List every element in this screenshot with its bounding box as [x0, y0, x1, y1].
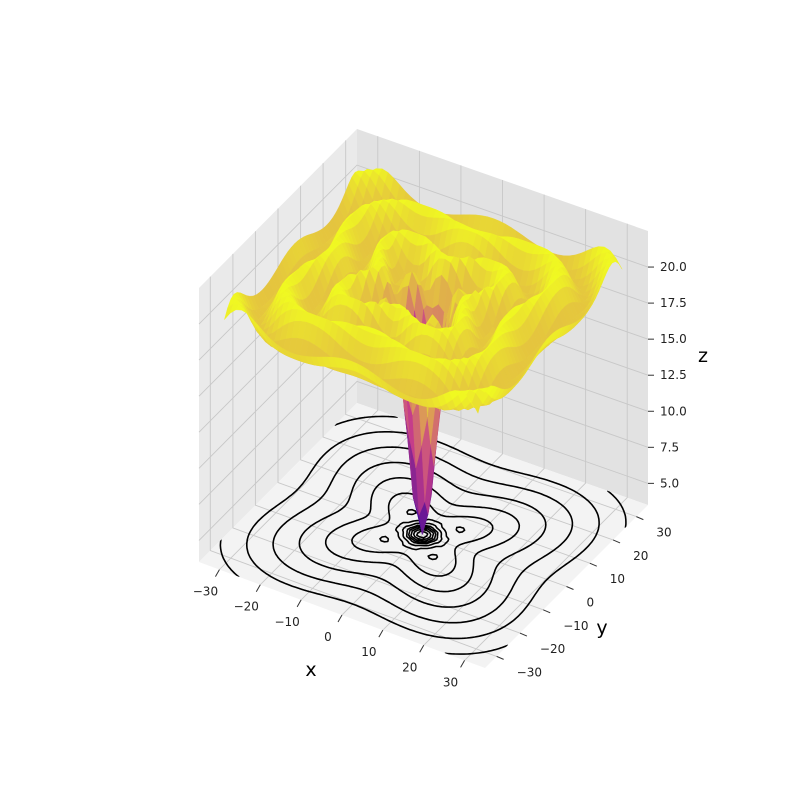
y-tick-mark-0: [496, 655, 504, 660]
y-tick-label-5: 20: [633, 549, 648, 563]
axis-ticks: −30 −20 −10 0 10 20 30 −30 −20 −10 0 10 20 30 5.0 7.5 10…: [193, 260, 687, 689]
contour-level-4: [405, 524, 439, 545]
z-axis-label: z: [698, 345, 708, 367]
z-tick-label-3: 12.5: [660, 368, 687, 382]
floor-contours: [219, 415, 627, 655]
y-tick-label-4: 10: [610, 572, 625, 586]
contour-level-6: [395, 518, 450, 551]
x-tick-label-0: −30: [193, 585, 218, 599]
y-tick-mark-3: [566, 586, 574, 590]
y-grid-line-0: [209, 276, 497, 657]
y-tick-label-3: 0: [587, 596, 595, 610]
z-grid-line-6: [198, 164, 649, 325]
x-tick-label-2: −10: [274, 615, 299, 629]
contour-level-5: [401, 522, 443, 547]
contour-level-1: [412, 528, 432, 541]
y-tick-label-0: −30: [517, 665, 542, 679]
y-tick-label-2: −10: [563, 619, 588, 633]
y-tick-mark-1: [519, 632, 528, 637]
x-tick-mark-0: [214, 569, 220, 577]
y-tick-mark-5: [612, 539, 621, 544]
x-tick-mark-6: [460, 660, 466, 668]
x-tick-label-3: 0: [324, 630, 332, 644]
y-tick-label-6: 30: [656, 526, 671, 540]
x-grid-line-6: [464, 223, 628, 661]
z-tick-label-1: 7.5: [660, 440, 679, 454]
surface-mesh: [224, 168, 623, 535]
x-tick-label-6: 30: [443, 675, 458, 689]
x-tick-label-1: −20: [234, 600, 259, 614]
z-tick-label-0: 5.0: [660, 476, 679, 490]
x-tick-mark-3: [337, 614, 343, 623]
x-tick-mark-4: [378, 629, 384, 638]
z-grid-line-0: [198, 380, 649, 541]
z-tick-label-5: 17.5: [660, 296, 687, 310]
y-tick-mark-2: [543, 609, 551, 614]
axis-labels: x y z: [305, 345, 708, 681]
x-tick-mark-2: [296, 599, 302, 608]
contour-level-7: [219, 415, 627, 655]
x-tick-mark-1: [255, 584, 261, 592]
z-tick-label-6: 20.0: [660, 260, 687, 274]
surface-facet: [471, 392, 482, 414]
y-tick-label-1: −20: [540, 642, 565, 656]
z-tick-label-4: 15.0: [660, 332, 687, 346]
y-axis-label: y: [596, 617, 607, 639]
y-grid-line-1: [232, 253, 521, 634]
y-tick-mark-6: [636, 516, 644, 521]
x-axis-label: x: [305, 659, 316, 681]
y-tick-mark-4: [589, 562, 597, 567]
x-tick-mark-5: [419, 645, 425, 653]
floor-pane: [199, 403, 648, 668]
x-tick-label-4: 10: [361, 645, 376, 659]
z-tick-label-2: 10.0: [660, 404, 687, 418]
x-tick-label-5: 20: [402, 660, 417, 674]
